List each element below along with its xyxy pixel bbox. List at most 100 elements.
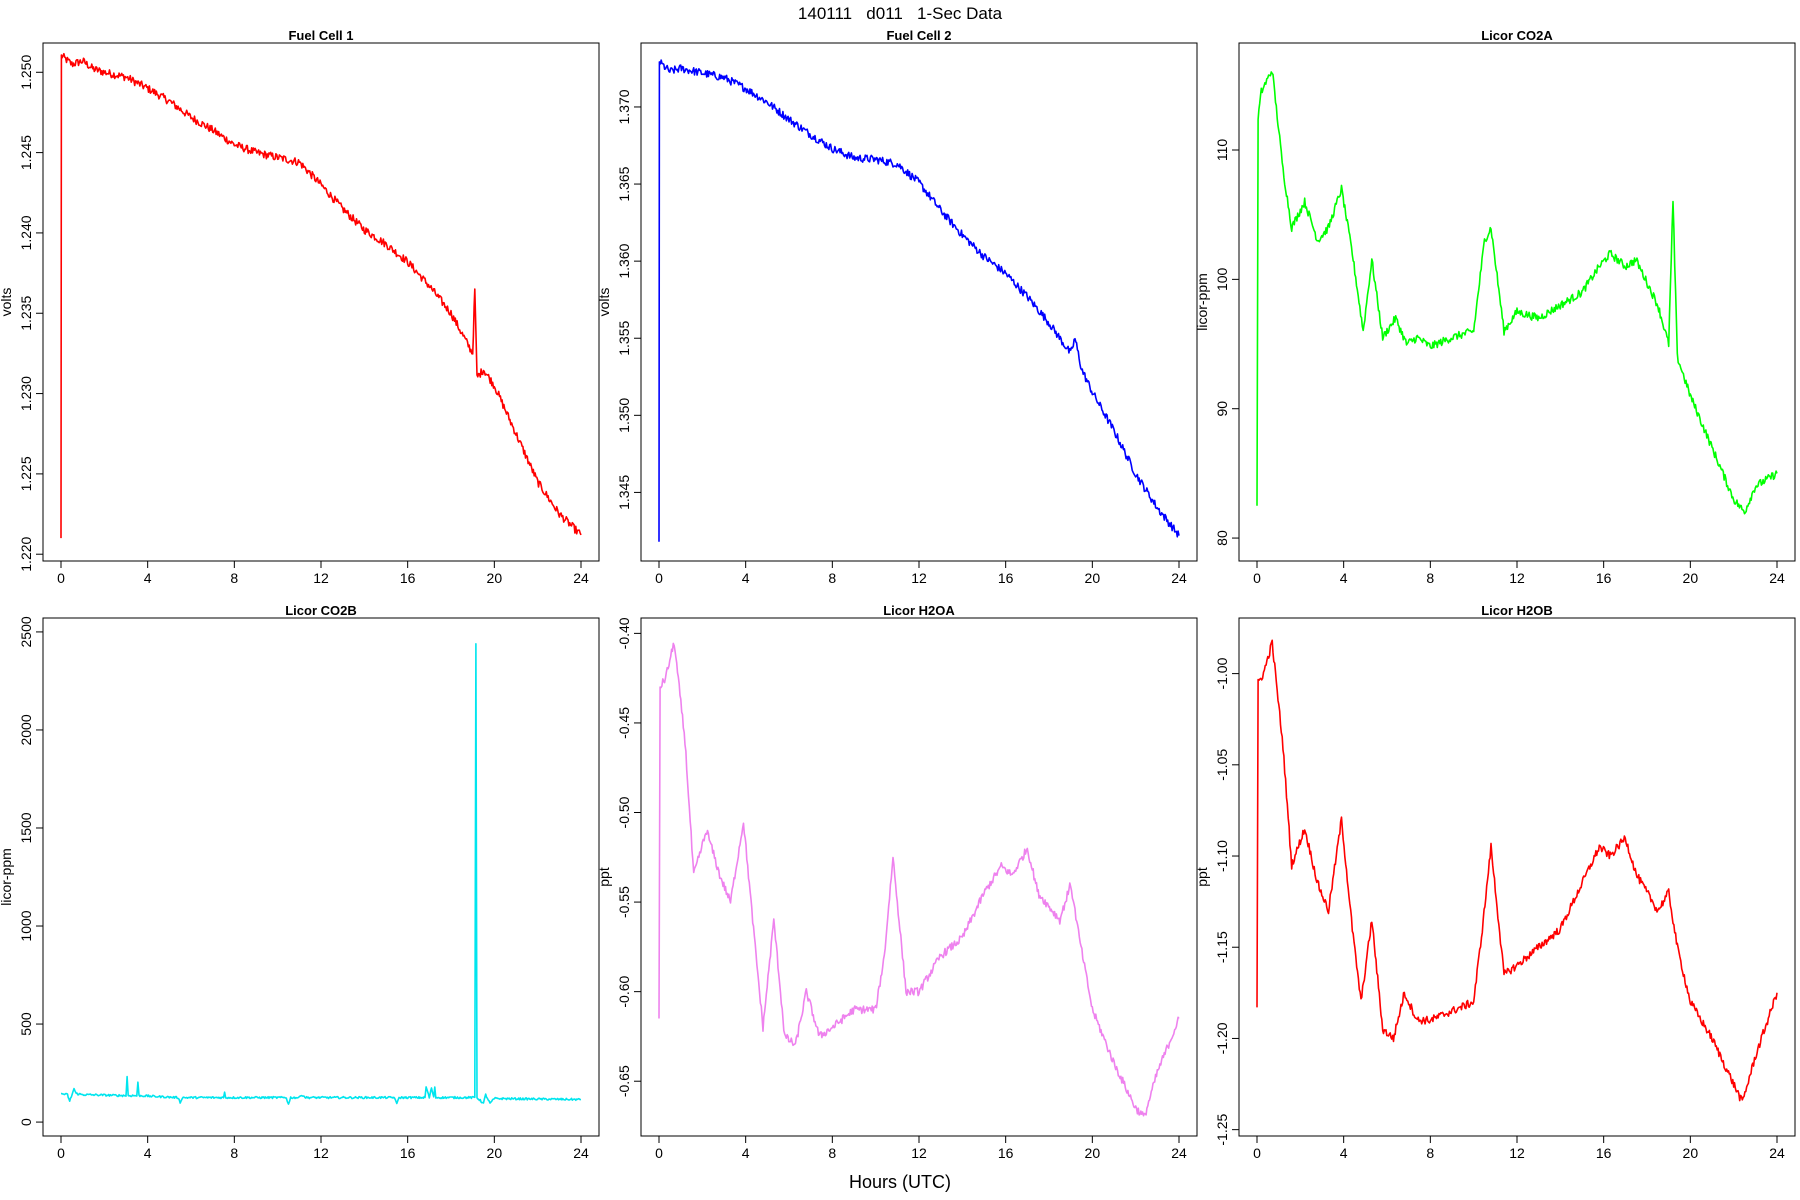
x-tick-label: 24 bbox=[573, 570, 589, 586]
y-axis-label: volts bbox=[596, 288, 612, 317]
y-tick-label: 1.220 bbox=[18, 536, 34, 571]
chart-panel-6: Licor H2OB ppt 0 4 8 12 16 20 24 -1.25 -1.20 -1.15 -… bbox=[1194, 603, 1796, 1161]
y-tick-label: -1.20 bbox=[1214, 1022, 1230, 1054]
chart-title: Licor H2OB bbox=[1481, 603, 1553, 618]
plot-frame bbox=[640, 42, 1198, 562]
series-line bbox=[1256, 71, 1778, 515]
chart-panel-4: Licor CO2B licor-ppm 0 4 8 12 16 20 24 0 500 1000 15… bbox=[0, 603, 600, 1161]
x-tick-label: 12 bbox=[313, 1145, 329, 1161]
x-tick-label: 0 bbox=[655, 570, 663, 586]
x-tick-label: 12 bbox=[1509, 570, 1525, 586]
x-tick-label: 16 bbox=[400, 570, 416, 586]
x-tick-label: 16 bbox=[998, 1145, 1014, 1161]
chart-title: Fuel Cell 2 bbox=[886, 28, 951, 43]
x-tick-label: 20 bbox=[1085, 570, 1101, 586]
y-tick-label: -1.15 bbox=[1214, 931, 1230, 963]
x-tick-label: 12 bbox=[911, 1145, 927, 1161]
chart-panel-1: Fuel Cell 1 volts 0 4 8 12 16 20 24 1.220 1.225 1.2… bbox=[0, 28, 600, 586]
y-tick-label: -1.25 bbox=[1214, 1113, 1230, 1145]
y-tick-label: -0.65 bbox=[616, 1065, 632, 1097]
chart-panel-3: Licor CO2A licor-ppm 0 4 8 12 16 20 24 80 90 100 110 bbox=[1194, 28, 1796, 586]
y-tick-label: 1000 bbox=[18, 910, 34, 941]
plot-frame bbox=[42, 42, 600, 562]
chart-panel-5: Licor H2OA ppt 0 4 8 12 16 20 24 -0.65 -0.60 -0.55 -… bbox=[596, 603, 1198, 1161]
x-tick-label: 20 bbox=[1683, 1145, 1699, 1161]
x-tick-label: 4 bbox=[1340, 570, 1348, 586]
x-tick-label: 16 bbox=[400, 1145, 416, 1161]
y-tick-label: 500 bbox=[18, 1012, 34, 1036]
x-tick-label: 24 bbox=[1171, 570, 1187, 586]
x-tick-label: 20 bbox=[487, 1145, 503, 1161]
y-tick-label: -1.10 bbox=[1214, 840, 1230, 872]
chart-title: Licor H2OA bbox=[883, 603, 955, 618]
y-tick-label: 1.350 bbox=[616, 398, 632, 433]
chart-title: Fuel Cell 1 bbox=[288, 28, 353, 43]
y-axis-label: volts bbox=[0, 288, 14, 317]
x-tick-label: 4 bbox=[144, 570, 152, 586]
figure-title: 140111 d011 1-Sec Data bbox=[797, 4, 1003, 23]
x-tick-label: 16 bbox=[1596, 570, 1612, 586]
y-axis-label: ppt bbox=[1194, 867, 1210, 887]
y-tick-label: -0.50 bbox=[616, 796, 632, 828]
chart-title: Licor CO2A bbox=[1481, 28, 1553, 43]
y-tick-label: 1.250 bbox=[18, 55, 34, 90]
y-tick-label: -0.60 bbox=[616, 975, 632, 1007]
x-tick-label: 4 bbox=[742, 1145, 750, 1161]
x-tick-label: 8 bbox=[1426, 1145, 1434, 1161]
chart-panel-2: Fuel Cell 2 volts 0 4 8 12 16 20 24 1.345 1.350 1.3… bbox=[596, 28, 1198, 586]
x-tick-label: 12 bbox=[911, 570, 927, 586]
x-tick-label: 8 bbox=[1426, 570, 1434, 586]
y-axis-label: ppt bbox=[596, 867, 612, 887]
figure-xlabel: Hours (UTC) bbox=[849, 1172, 951, 1192]
x-tick-label: 16 bbox=[998, 570, 1014, 586]
plot-frame bbox=[42, 617, 600, 1137]
y-tick-label: 1.370 bbox=[616, 89, 632, 124]
x-tick-label: 24 bbox=[1769, 1145, 1785, 1161]
y-tick-label: 1.355 bbox=[616, 321, 632, 356]
y-tick-label: 1500 bbox=[18, 812, 34, 843]
x-tick-label: 24 bbox=[1769, 570, 1785, 586]
x-tick-label: 20 bbox=[1085, 1145, 1101, 1161]
y-tick-label: 1.360 bbox=[616, 243, 632, 278]
y-tick-label: 1.230 bbox=[18, 376, 34, 411]
series-line bbox=[658, 642, 1180, 1117]
plot-frame bbox=[1238, 617, 1796, 1137]
y-tick-label: -0.55 bbox=[616, 886, 632, 918]
y-tick-label: -0.40 bbox=[616, 617, 632, 649]
x-tick-label: 4 bbox=[144, 1145, 152, 1161]
y-tick-label: 1.240 bbox=[18, 215, 34, 250]
x-tick-label: 20 bbox=[1683, 570, 1699, 586]
y-tick-label: 1.225 bbox=[18, 456, 34, 491]
y-axis-label: licor-ppm bbox=[1194, 273, 1210, 331]
x-tick-label: 12 bbox=[313, 570, 329, 586]
y-tick-label: 90 bbox=[1214, 401, 1230, 417]
x-tick-label: 4 bbox=[742, 570, 750, 586]
y-tick-label: -1.00 bbox=[1214, 657, 1230, 689]
y-tick-label: 100 bbox=[1214, 267, 1230, 291]
y-tick-label: 80 bbox=[1214, 530, 1230, 546]
x-tick-label: 12 bbox=[1509, 1145, 1525, 1161]
y-tick-label: 110 bbox=[1214, 139, 1230, 162]
series-line bbox=[658, 59, 1180, 542]
y-tick-label: 2000 bbox=[18, 714, 34, 745]
y-tick-label: 1.345 bbox=[616, 475, 632, 510]
y-tick-label: 0 bbox=[18, 1118, 34, 1126]
x-tick-label: 8 bbox=[828, 570, 836, 586]
x-tick-label: 0 bbox=[1253, 570, 1261, 586]
y-tick-label: -1.05 bbox=[1214, 749, 1230, 781]
x-tick-label: 8 bbox=[230, 570, 238, 586]
chart-title: Licor CO2B bbox=[285, 603, 357, 618]
x-tick-label: 20 bbox=[487, 570, 503, 586]
plot-frame bbox=[1238, 42, 1796, 562]
x-tick-label: 24 bbox=[573, 1145, 589, 1161]
y-tick-label: 1.235 bbox=[18, 296, 34, 331]
x-tick-label: 0 bbox=[655, 1145, 663, 1161]
x-tick-label: 8 bbox=[230, 1145, 238, 1161]
y-axis-label: licor-ppm bbox=[0, 848, 14, 906]
x-tick-label: 0 bbox=[1253, 1145, 1261, 1161]
y-tick-label: 1.365 bbox=[616, 166, 632, 201]
x-tick-label: 24 bbox=[1171, 1145, 1187, 1161]
y-tick-label: -0.45 bbox=[616, 707, 632, 739]
